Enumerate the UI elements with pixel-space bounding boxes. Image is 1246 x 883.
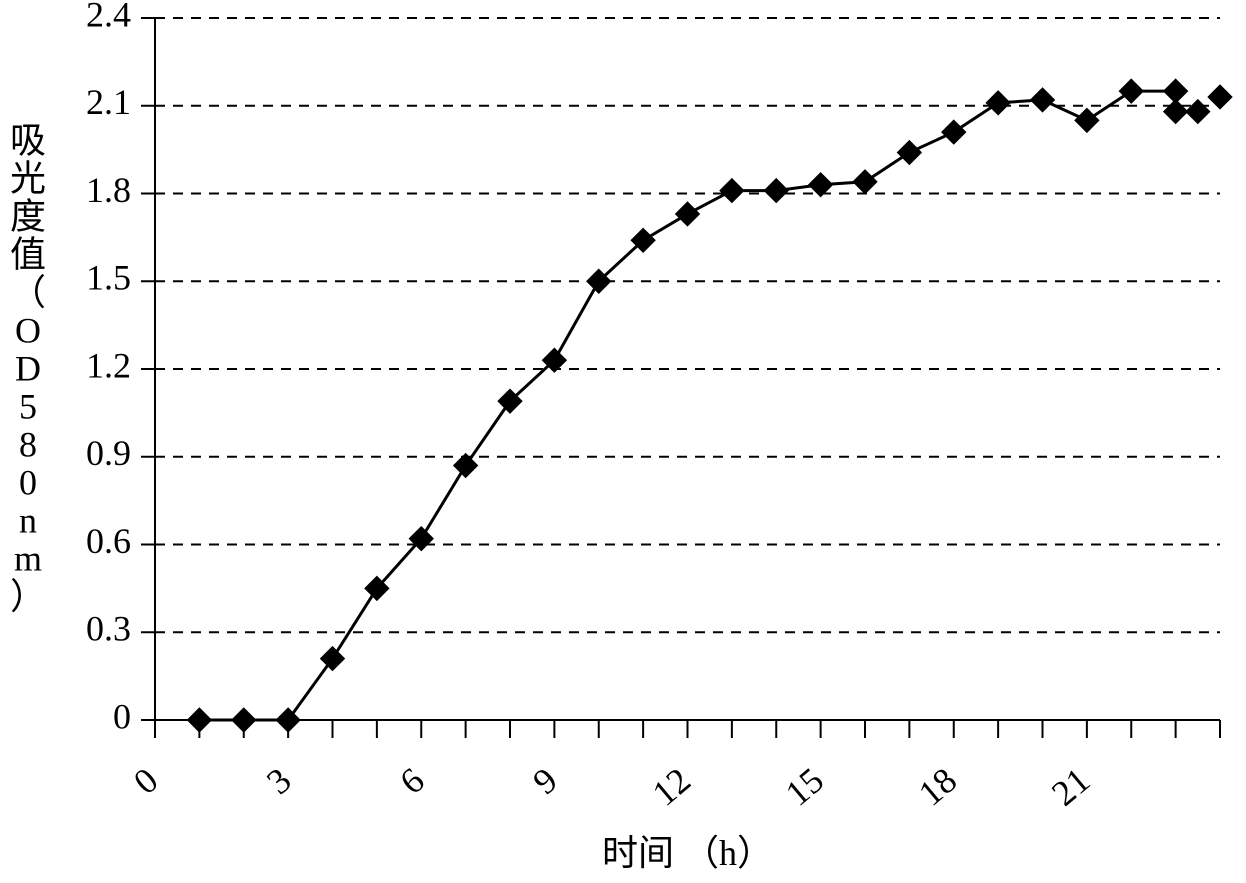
data-marker — [1075, 108, 1099, 132]
data-marker — [232, 708, 256, 732]
y-tick-label: 2.1 — [86, 82, 131, 122]
data-marker — [764, 179, 788, 203]
data-marker — [276, 708, 300, 732]
growth-curve-chart: 0 0.3 0.6 0.9 1.2 1.5 1.8 2.1 2.4 0 3 6 9 12 15 18 21 时间 … — [0, 0, 1246, 883]
y-axis-title: 吸光度值（OD580nm） — [10, 120, 46, 616]
y-tick-label: 0.9 — [86, 433, 131, 473]
data-marker — [1119, 79, 1143, 103]
data-marker — [986, 91, 1010, 115]
data-marker — [942, 120, 966, 144]
x-axis-title: 时间 （h） — [602, 833, 773, 873]
y-tick-label: 1.2 — [86, 345, 131, 385]
x-tick-label: 6 — [392, 760, 432, 802]
x-tick-label: 18 — [911, 760, 964, 814]
y-tick-label: 1.5 — [86, 258, 131, 298]
data-marker — [676, 202, 700, 226]
data-marker — [1186, 100, 1210, 124]
data-marker — [1031, 88, 1055, 112]
x-tick-label: 21 — [1044, 760, 1097, 814]
data-marker — [1208, 85, 1232, 109]
x-tick-label: 0 — [126, 760, 166, 802]
data-marker — [187, 708, 211, 732]
data-marker — [1164, 100, 1188, 124]
data-marker — [720, 179, 744, 203]
y-tick-label: 1.8 — [86, 170, 131, 210]
y-tick-label: 0.6 — [86, 521, 131, 561]
x-tick-label: 9 — [525, 760, 565, 802]
data-marker — [897, 141, 921, 165]
x-tick-label: 3 — [259, 760, 299, 802]
data-marker — [853, 170, 877, 194]
x-tick-label: 15 — [778, 760, 831, 814]
y-tick-label: 0.3 — [86, 609, 131, 649]
y-tick-label: 2.4 — [86, 0, 131, 34]
x-tick-label: 12 — [645, 760, 698, 814]
data-marker — [454, 454, 478, 478]
series-line — [199, 91, 1175, 720]
data-marker — [321, 647, 345, 671]
chart-svg: 0 0.3 0.6 0.9 1.2 1.5 1.8 2.1 2.4 0 3 6 9 12 15 18 21 时间 … — [0, 0, 1246, 883]
y-tick-label: 0 — [113, 696, 131, 736]
